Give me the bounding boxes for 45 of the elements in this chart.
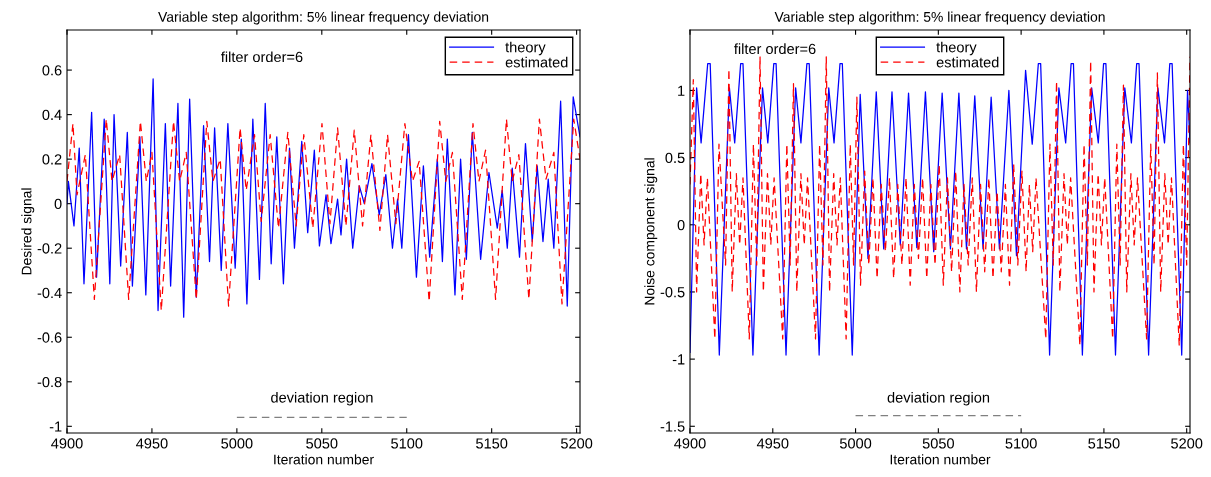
x-tick-label: 4950: [136, 438, 168, 449]
x-tick-label: 5200: [1171, 438, 1203, 449]
y-tick-label: -1: [49, 421, 62, 432]
y-axis-title: Desired signal: [21, 188, 35, 275]
y-tick-label: 0.2: [42, 154, 62, 165]
y-tick-label: 0.5: [665, 152, 685, 164]
x-tick-label: 4950: [756, 438, 789, 449]
chart-title: Variable step algorithm: 5% linear frequency deviation: [774, 11, 1105, 25]
x-tick-label: 5100: [391, 438, 423, 449]
x-tick-label: 5000: [839, 438, 872, 449]
x-tick-label: 5150: [476, 438, 508, 449]
x-tick-label: 5050: [306, 438, 338, 449]
legend-label: theory: [936, 41, 977, 56]
y-tick-label: -0.8: [37, 376, 62, 388]
x-tick-label: 5000: [221, 438, 253, 449]
y-axis-title: Noise component signal: [644, 158, 658, 305]
legend-label: estimated: [936, 56, 999, 68]
x-tick-label: 5200: [560, 438, 593, 449]
x-tick-label: 5100: [1005, 438, 1037, 449]
annotation: filter order=6: [734, 43, 816, 55]
annotation: filter order=6: [221, 51, 303, 63]
line-series: [67, 78, 580, 318]
y-tick-label: -0.4: [37, 287, 62, 299]
y-tick-label: 1: [678, 85, 685, 96]
y-tick-label: -1: [672, 354, 685, 365]
y-tick-label: 0: [677, 219, 685, 231]
x-axis-title: Iteration number: [274, 454, 374, 465]
y-tick-label: -0.5: [660, 287, 685, 298]
x-tick-label: 5150: [1088, 438, 1120, 449]
legend-label: theory: [505, 41, 546, 56]
y-tick-label: -1.5: [660, 421, 685, 432]
y-tick-label: -0.6: [37, 332, 62, 343]
x-axis-title: Iteration number: [890, 454, 991, 465]
y-tick-label: 0: [54, 198, 62, 210]
annotation: deviation region: [271, 391, 373, 406]
x-tick-label: 5050: [922, 438, 954, 449]
y-tick-label: 0.4: [42, 109, 62, 121]
annotation: deviation region: [887, 391, 990, 406]
legend-label: estimated: [505, 56, 568, 68]
chart-title: Variable step algorithm: 5% linear frequency deviation: [158, 11, 489, 25]
line-series: [67, 118, 580, 312]
x-tick-label: 4900: [674, 438, 706, 449]
y-tick-label: -0.2: [37, 243, 62, 254]
x-tick-label: 4900: [51, 438, 83, 449]
y-tick-label: 0.6: [42, 65, 62, 76]
